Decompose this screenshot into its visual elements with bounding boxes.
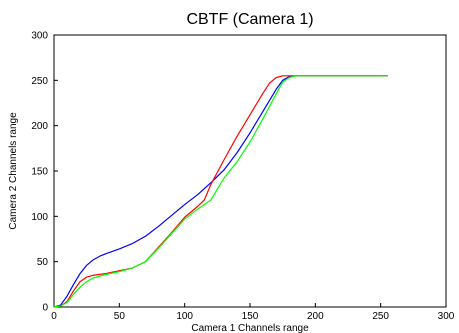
y-tick-label: 50: [37, 257, 49, 268]
x-tick-label: 150: [242, 311, 259, 322]
y-axis-label: Camera 2 Channels range: [8, 112, 19, 230]
y-tick-label: 150: [31, 167, 48, 178]
y-tick-label: 200: [31, 121, 48, 132]
y-tick-label: 300: [31, 31, 48, 42]
x-tick-label: 0: [51, 311, 57, 322]
series-line-2: [53, 75, 388, 308]
chart-title: CBTF (Camera 1): [186, 11, 313, 28]
series-layer: [53, 75, 388, 308]
x-tick-label: 50: [114, 311, 126, 322]
series-line-3: [53, 75, 388, 308]
y-tick-label: 0: [42, 303, 48, 314]
x-axis-label: Camera 1 Channels range: [191, 323, 309, 333]
y-tick-label: 250: [31, 76, 48, 87]
x-tick-label: 100: [176, 311, 193, 322]
y-tick-label: 100: [31, 212, 48, 223]
x-tick-label: 300: [438, 311, 455, 322]
x-tick-label: 200: [307, 311, 324, 322]
x-tick-label: 250: [372, 311, 389, 322]
axis-ticks: 0 50 100 150 200 250 300 0 50 100 150 200 250 300: [31, 31, 454, 323]
series-line-1: [53, 75, 388, 308]
